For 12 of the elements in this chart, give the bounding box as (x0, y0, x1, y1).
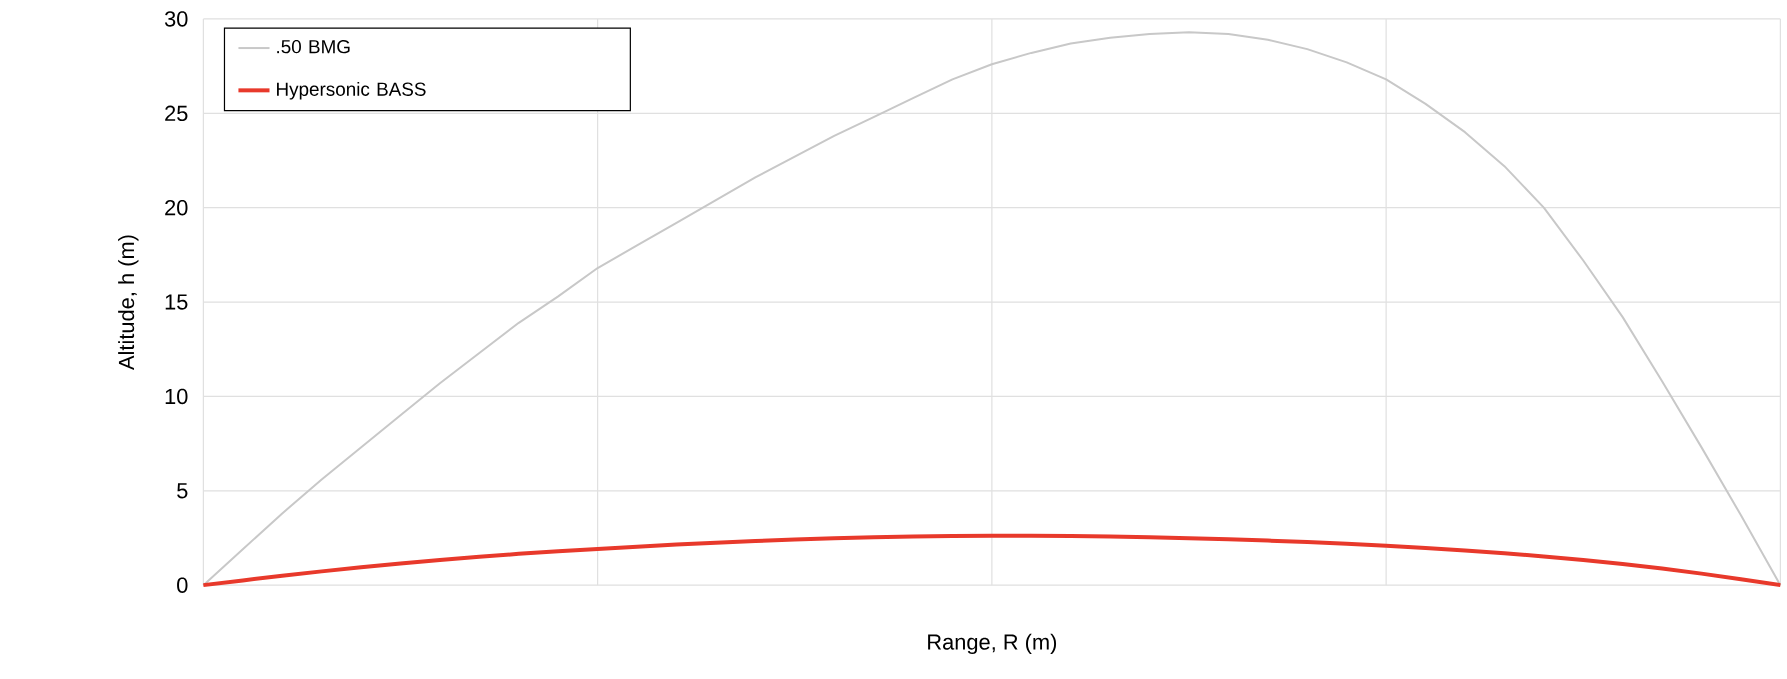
y-tick-label: 15 (165, 294, 188, 310)
y-tick-label: 25 (165, 105, 188, 122)
y-tick-label: 20 (165, 200, 188, 216)
y-tick-label: 30 (164, 11, 188, 27)
legend-label: Hypersonic BASS (277, 82, 426, 100)
line-series (201, 533, 1783, 588)
y-tick-label: 5 (177, 483, 188, 499)
y-axis-title: Altitude, h (m) (118, 235, 139, 371)
legend-label: .50 BMG (277, 40, 350, 54)
y-tick-label: 10 (165, 388, 188, 405)
x-axis-title: Range, R (m) (928, 633, 1057, 655)
y-tick-label: 0 (177, 577, 188, 593)
